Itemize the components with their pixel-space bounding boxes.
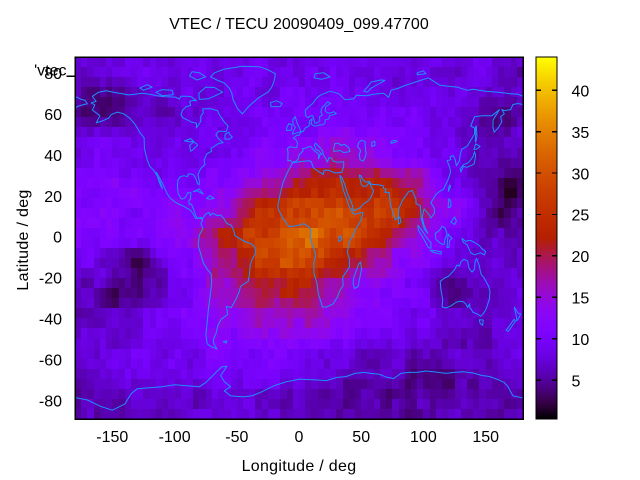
svg-text:5: 5 bbox=[572, 373, 581, 390]
svg-text:40: 40 bbox=[44, 148, 62, 165]
svg-text:'vtec: 'vtec bbox=[34, 63, 66, 80]
svg-text:VTEC / TECU 20090409_099.47700: VTEC / TECU 20090409_099.47700 bbox=[169, 16, 429, 33]
svg-text:20: 20 bbox=[572, 249, 590, 266]
svg-text:0: 0 bbox=[53, 230, 62, 247]
svg-text:50: 50 bbox=[352, 429, 370, 446]
svg-text:-40: -40 bbox=[39, 312, 62, 329]
svg-text:10: 10 bbox=[572, 332, 590, 349]
svg-text:-60: -60 bbox=[39, 352, 62, 369]
svg-text:60: 60 bbox=[44, 107, 62, 124]
svg-text:-80: -80 bbox=[39, 393, 62, 410]
svg-text:20: 20 bbox=[44, 189, 62, 206]
svg-text:Longitude / deg: Longitude / deg bbox=[242, 458, 357, 475]
svg-text:-100: -100 bbox=[159, 429, 191, 446]
svg-text:30: 30 bbox=[572, 166, 590, 183]
svg-text:35: 35 bbox=[572, 125, 590, 142]
svg-text:-150: -150 bbox=[96, 429, 128, 446]
svg-text:-50: -50 bbox=[225, 429, 248, 446]
svg-text:80: 80 bbox=[44, 66, 62, 83]
svg-text:Latitude / deg: Latitude / deg bbox=[15, 189, 32, 290]
svg-text:100: 100 bbox=[410, 429, 437, 446]
svg-text:40: 40 bbox=[572, 83, 590, 100]
svg-text:25: 25 bbox=[572, 208, 590, 225]
svg-text:15: 15 bbox=[572, 291, 590, 308]
svg-text:150: 150 bbox=[472, 429, 499, 446]
svg-text:0: 0 bbox=[295, 429, 304, 446]
svg-text:-20: -20 bbox=[39, 271, 62, 288]
